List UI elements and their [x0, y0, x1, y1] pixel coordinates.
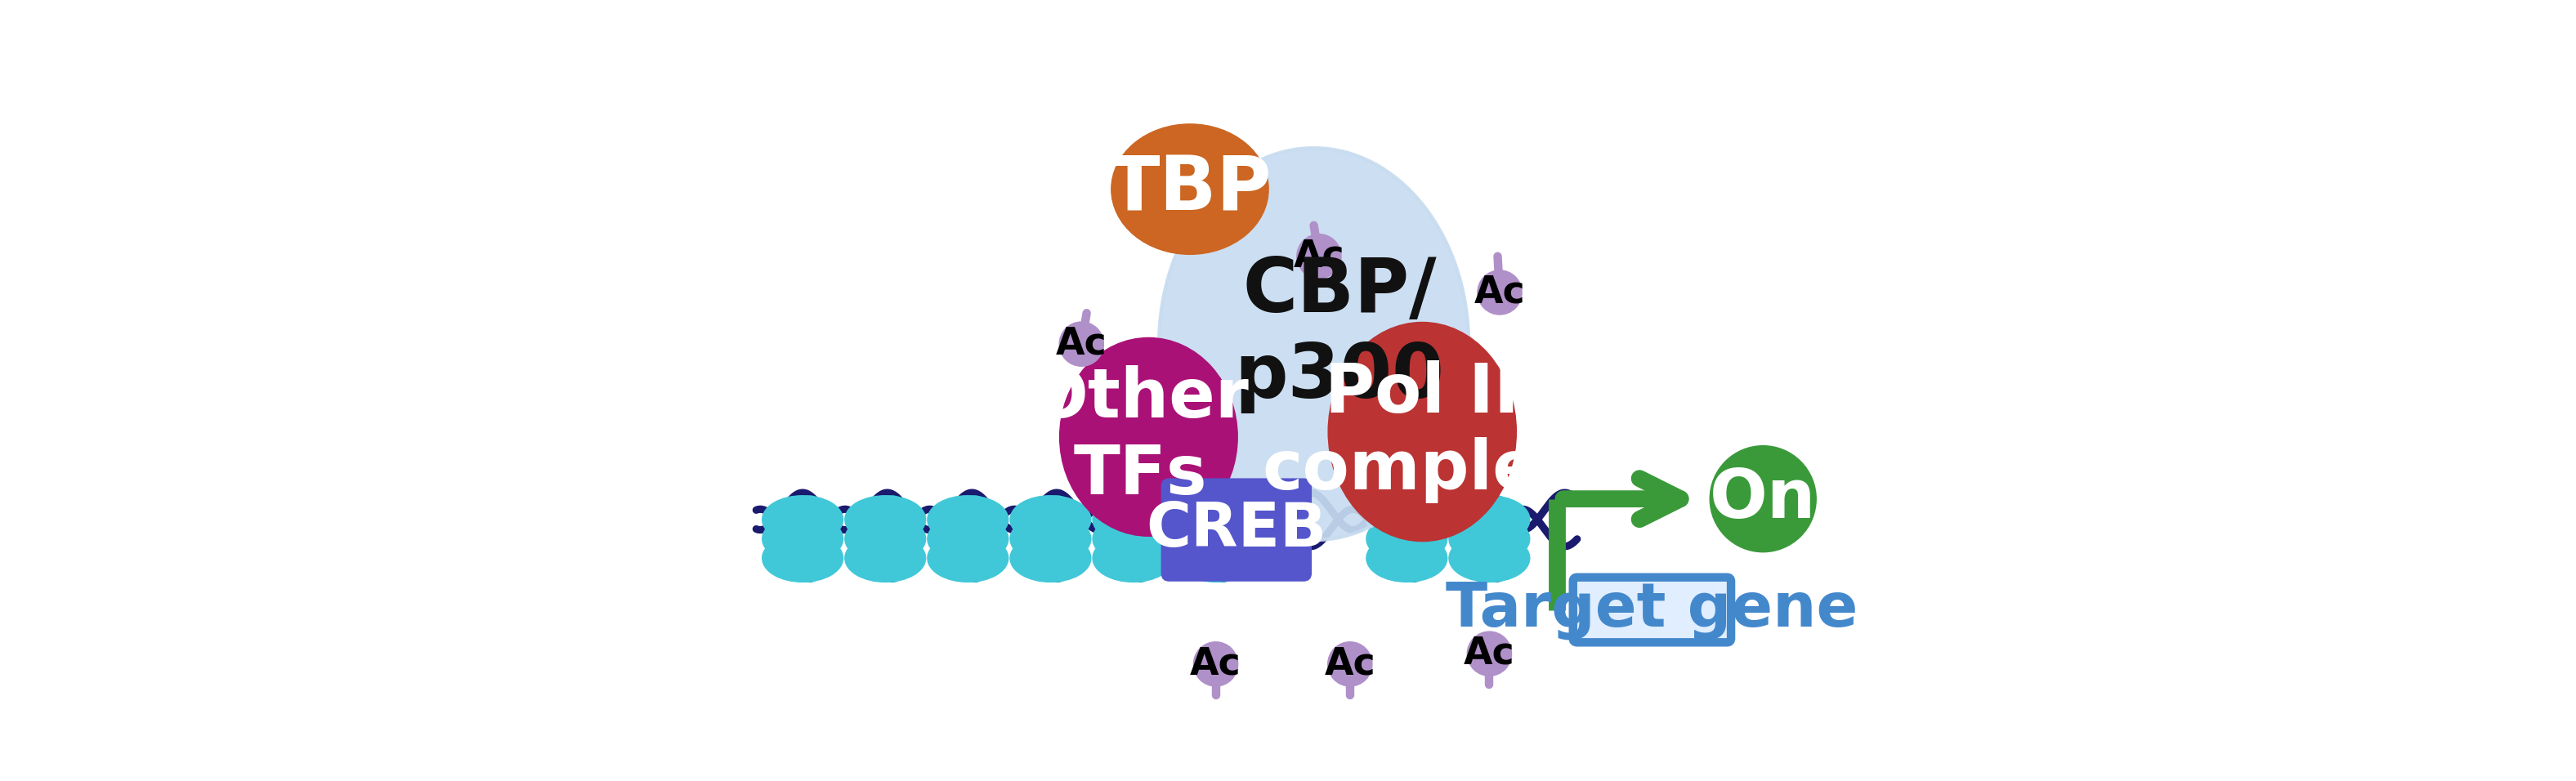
Ellipse shape — [1368, 497, 1445, 542]
Ellipse shape — [1061, 339, 1236, 535]
Ellipse shape — [1043, 497, 1072, 542]
Ellipse shape — [1399, 497, 1430, 542]
Ellipse shape — [878, 536, 907, 581]
Ellipse shape — [1113, 125, 1267, 253]
Ellipse shape — [1012, 497, 1090, 542]
Text: Ac: Ac — [1293, 238, 1345, 275]
Ellipse shape — [1012, 516, 1090, 562]
Ellipse shape — [1450, 497, 1528, 542]
Ellipse shape — [762, 516, 842, 562]
Ellipse shape — [1368, 516, 1445, 562]
Ellipse shape — [1095, 536, 1172, 581]
Ellipse shape — [1481, 497, 1512, 542]
Text: Ac: Ac — [1473, 274, 1525, 311]
Ellipse shape — [1208, 516, 1236, 562]
Circle shape — [1327, 641, 1373, 686]
Text: TBP: TBP — [1108, 152, 1273, 226]
FancyBboxPatch shape — [1574, 577, 1731, 642]
Ellipse shape — [762, 536, 842, 581]
Text: Ac: Ac — [1463, 636, 1515, 672]
Ellipse shape — [1399, 516, 1430, 562]
Text: Other
TFs: Other TFs — [1030, 366, 1249, 508]
Ellipse shape — [1481, 536, 1512, 581]
Ellipse shape — [762, 497, 842, 542]
Ellipse shape — [878, 497, 907, 542]
Circle shape — [1466, 631, 1512, 676]
Ellipse shape — [878, 516, 907, 562]
Ellipse shape — [845, 497, 925, 542]
Ellipse shape — [1208, 536, 1236, 581]
Text: CBP/
p300: CBP/ p300 — [1234, 255, 1445, 413]
Ellipse shape — [796, 516, 824, 562]
Text: On: On — [1710, 465, 1816, 532]
Ellipse shape — [1481, 516, 1512, 562]
Ellipse shape — [1208, 497, 1236, 542]
Ellipse shape — [1368, 536, 1445, 581]
Ellipse shape — [1126, 536, 1154, 581]
Ellipse shape — [796, 536, 824, 581]
Ellipse shape — [927, 516, 1007, 562]
Ellipse shape — [961, 536, 989, 581]
Text: Ac: Ac — [1324, 646, 1376, 683]
Ellipse shape — [961, 497, 989, 542]
Circle shape — [1710, 445, 1816, 553]
Ellipse shape — [1450, 516, 1528, 562]
Circle shape — [1296, 234, 1342, 279]
Ellipse shape — [1126, 497, 1154, 542]
Ellipse shape — [796, 497, 824, 542]
Text: Target gene: Target gene — [1445, 580, 1857, 640]
Ellipse shape — [927, 536, 1007, 581]
Ellipse shape — [1095, 516, 1172, 562]
Ellipse shape — [927, 497, 1007, 542]
Ellipse shape — [845, 516, 925, 562]
Ellipse shape — [1399, 536, 1430, 581]
Ellipse shape — [845, 536, 925, 581]
Ellipse shape — [1177, 497, 1255, 542]
Ellipse shape — [1159, 148, 1468, 540]
Text: Ac: Ac — [1056, 326, 1108, 362]
Circle shape — [1476, 269, 1522, 316]
Circle shape — [1059, 321, 1105, 367]
Ellipse shape — [1177, 536, 1255, 581]
Ellipse shape — [1043, 536, 1072, 581]
Ellipse shape — [1012, 536, 1090, 581]
Text: CREB: CREB — [1146, 500, 1327, 560]
Ellipse shape — [1177, 516, 1255, 562]
Circle shape — [1193, 641, 1239, 686]
Text: Pol II
complex: Pol II complex — [1262, 360, 1582, 503]
Text: Ac: Ac — [1190, 646, 1242, 683]
Ellipse shape — [1095, 497, 1172, 542]
Ellipse shape — [1043, 516, 1072, 562]
Ellipse shape — [961, 516, 989, 562]
Ellipse shape — [1450, 536, 1528, 581]
Ellipse shape — [1126, 516, 1154, 562]
FancyBboxPatch shape — [1162, 478, 1311, 582]
Ellipse shape — [1329, 323, 1515, 540]
